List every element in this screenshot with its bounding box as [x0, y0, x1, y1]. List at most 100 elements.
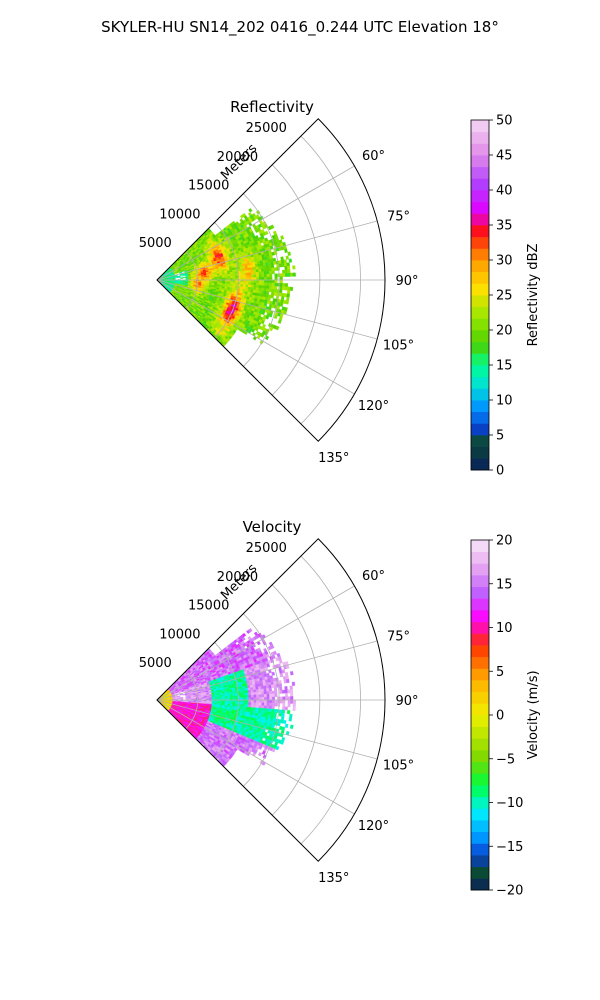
radar-bin — [247, 265, 251, 269]
radar-bin — [287, 269, 291, 274]
radar-bin — [227, 694, 231, 697]
radar-bin — [269, 279, 273, 284]
radar-bin — [230, 695, 234, 699]
colorbar-segment — [471, 341, 489, 354]
colorbar-segment — [471, 388, 489, 401]
colorbar-segment — [471, 458, 489, 471]
colorbar-segment — [471, 131, 489, 144]
radar-bin — [273, 292, 277, 296]
radar-bin — [248, 284, 252, 288]
radar-bin — [182, 276, 186, 279]
radar-bin — [282, 283, 286, 287]
radar-bin — [272, 257, 277, 262]
radar-bin — [282, 286, 286, 291]
radar-bin — [265, 315, 270, 320]
panel-title: Reflectivity — [230, 98, 314, 116]
radar-bin — [250, 689, 254, 693]
radar-bin — [227, 274, 231, 277]
colorbar-segment — [471, 306, 489, 319]
colorbar-tick-label: 0 — [496, 464, 504, 479]
radar-bin — [250, 702, 254, 706]
radar-bin — [245, 282, 249, 285]
radar-bin — [260, 708, 265, 712]
radar-bin — [235, 701, 239, 705]
colorbar-segment — [471, 353, 489, 366]
radar-bin — [252, 686, 257, 691]
radar-bin — [282, 269, 286, 274]
radar-bin — [260, 685, 264, 690]
radar-bin — [261, 699, 265, 703]
radar-bin — [240, 286, 244, 290]
radar-bin — [177, 698, 181, 700]
radar-bin — [260, 333, 265, 338]
radar-bin — [229, 689, 233, 693]
radar-bin — [261, 282, 265, 286]
radar-bin — [222, 276, 226, 279]
radar-bin — [271, 264, 275, 269]
colorbar-segment — [471, 120, 489, 133]
radar-bin — [255, 707, 259, 711]
radar-bin — [258, 705, 262, 709]
radar-bin — [253, 269, 257, 273]
radar-bin — [250, 704, 254, 708]
radar-bin — [230, 275, 234, 279]
radar-bin — [288, 258, 293, 263]
radial-tick-label: 10000 — [159, 207, 200, 222]
radar-bin — [258, 686, 262, 690]
radar-bin — [256, 274, 260, 278]
radar-bin — [240, 704, 244, 707]
radar-bin — [266, 282, 270, 287]
colorbar-segment — [471, 271, 489, 284]
radar-bin — [269, 273, 273, 278]
radar-bin — [287, 272, 291, 277]
radar-bin — [174, 695, 178, 697]
radar-bin — [250, 272, 254, 276]
radar-bin — [271, 279, 275, 284]
radar-bin — [229, 285, 233, 289]
radar-bin — [264, 276, 268, 281]
radar-bin — [242, 704, 247, 708]
radar-bin — [258, 279, 262, 283]
radar-bin — [243, 282, 247, 285]
radar-bin — [240, 695, 244, 698]
radar-bin — [232, 283, 236, 287]
radar-bin — [256, 282, 260, 286]
radar-bin — [268, 313, 273, 318]
radar-bin — [235, 703, 239, 707]
radar-bin — [240, 706, 244, 710]
radar-bin — [247, 270, 252, 273]
radar-bin — [292, 272, 296, 277]
radar-bin — [248, 702, 252, 706]
colorbar-tick-label: 40 — [496, 184, 513, 199]
radar-bin — [240, 702, 244, 705]
radar-bin — [253, 692, 257, 696]
colorbar-segment — [471, 365, 489, 378]
radar-bin — [227, 276, 231, 279]
colorbar-segment — [471, 166, 489, 179]
reflectivity-panel: Reflectivity60°75°90°105°120°135°5000100… — [139, 98, 541, 479]
figure-title: SKYLER-HU SN14_202 0416_0.244 UTC Elevat… — [101, 18, 499, 37]
radar-bin — [281, 263, 285, 268]
radar-bin — [287, 251, 291, 256]
radar-bin — [274, 282, 278, 287]
radar-bin — [263, 265, 267, 269]
velocity-panel: Velocity60°75°90°105°120°135°50001000015… — [139, 518, 541, 899]
radar-bin — [250, 282, 254, 286]
azimuth-tick-label: 75° — [387, 209, 410, 224]
radar-bin — [280, 296, 285, 301]
radar-bin — [253, 702, 257, 706]
colorbar-segment — [471, 400, 489, 413]
radar-bin — [263, 285, 267, 289]
radar-bin — [248, 704, 252, 708]
radar-bin — [266, 279, 270, 284]
radar-bin — [229, 273, 233, 277]
radar-bin — [174, 696, 178, 698]
radar-bin — [240, 282, 244, 285]
radar-bin — [245, 695, 249, 698]
radar-bin — [268, 267, 272, 272]
radar-bin — [242, 284, 247, 288]
radar-bin — [271, 285, 275, 290]
radar-bin — [292, 265, 296, 270]
radar-bin — [271, 288, 275, 293]
radar-bin — [258, 274, 262, 278]
